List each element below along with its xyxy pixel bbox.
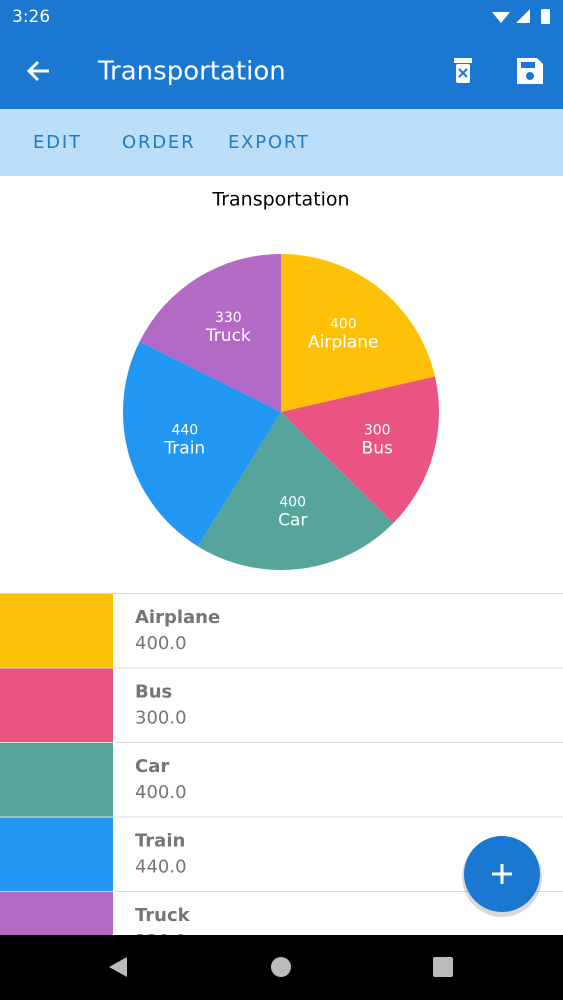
add-button[interactable] [462,836,542,917]
nav-back[interactable] [109,957,127,977]
color-swatch [0,743,113,817]
item-value: 400.0 [135,633,187,654]
item-name: Bus [135,682,172,703]
app-bar [0,0,563,109]
slice-name-label: Bus [362,438,393,458]
app-title: Transportation [97,57,286,87]
item-name: Train [135,831,185,852]
item-name: Airplane [135,607,220,628]
slice-value-label: 400 [330,317,357,333]
tab[interactable]: EDIT [33,132,82,153]
slice-name-label: Airplane [308,333,379,353]
slice-name-label: Truck [205,326,251,346]
nav-recents[interactable] [433,957,453,977]
pie-slice [122,341,281,547]
slice-value-label: 300 [364,422,391,438]
pie-slice [139,254,281,412]
item-value: 440.0 [135,857,187,878]
slice-value-label: 440 [171,422,198,438]
slice-name-label: Train [163,438,205,458]
delete-button[interactable] [454,58,472,83]
slice-value-label: 400 [279,494,306,510]
nav-home[interactable] [271,957,291,977]
list: Airplane 400.0 Bus 300.0 Car 400.0 Train 440.0 T… [0,593,563,966]
back-button[interactable] [26,60,49,82]
slice-value-label: 330 [215,310,242,326]
save-button[interactable] [517,58,543,84]
color-swatch [0,594,113,668]
item-name: Truck [135,905,191,926]
item-name: Car [135,756,169,777]
tab[interactable]: ORDER [122,132,195,153]
signal-icon [516,9,530,23]
tab[interactable]: EXPORT [228,132,310,153]
pie-slice [281,376,440,524]
item-value: 400.0 [135,782,187,803]
color-swatch [0,668,113,742]
item-value: 300.0 [135,708,187,729]
pie-slice [281,254,435,412]
battery-icon [541,9,550,24]
chart-title: Transportation [211,189,349,211]
wifi-icon [492,12,510,23]
toolbar [0,109,563,176]
status-time: 3:26 [12,7,50,27]
pie-slice [197,412,394,570]
slice-name-label: Car [278,510,307,530]
color-swatch [0,817,113,891]
